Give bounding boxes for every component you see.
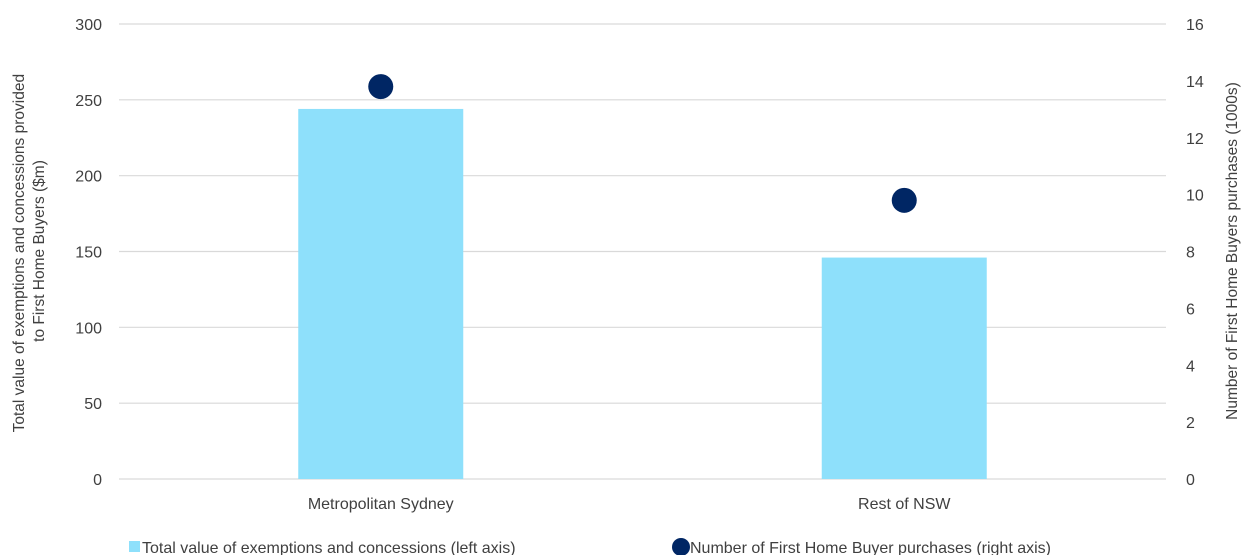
left-tick-label: 0: [93, 472, 102, 489]
right-tick-label: 2: [1186, 415, 1195, 432]
right-tick-label: 10: [1186, 188, 1204, 205]
left-tick-label: 250: [75, 93, 102, 110]
data-point: [891, 187, 917, 213]
legend-swatch-point: [672, 538, 690, 555]
right-tick-label: 4: [1186, 358, 1195, 375]
category-label: Metropolitan Sydney: [308, 496, 454, 513]
left-tick-label: 200: [75, 169, 102, 186]
right-tick-label: 16: [1186, 17, 1204, 34]
right-axis-ticks: 0 2 4 6 8 10 12 14 16: [1186, 17, 1204, 489]
legend-label-bar: Total value of exemptions and concession…: [142, 540, 516, 555]
right-tick-label: 12: [1186, 131, 1204, 148]
left-axis-title: Total value of exemptions and concession…: [11, 70, 48, 433]
right-tick-label: 0: [1186, 472, 1195, 489]
left-axis-title-line-1: Total value of exemptions and concession…: [11, 74, 28, 432]
left-axis-title-line-2: to First Home Buyers ($m): [31, 160, 48, 342]
bar: [298, 108, 464, 479]
right-tick-label: 6: [1186, 301, 1195, 318]
right-axis-title: Number of First Home Buyers purchases (1…: [1224, 82, 1241, 420]
right-tick-label: 8: [1186, 245, 1195, 262]
bar: [821, 257, 987, 479]
data-point: [368, 74, 394, 100]
point-series: [368, 74, 917, 213]
category-label: Rest of NSW: [858, 496, 951, 513]
legend: Total value of exemptions and concession…: [129, 538, 1051, 555]
legend-label-point: Number of First Home Buyer purchases (ri…: [690, 540, 1051, 555]
left-tick-label: 100: [75, 320, 102, 337]
legend-swatch-bar: [129, 541, 140, 552]
left-tick-label: 150: [75, 245, 102, 262]
right-tick-label: 14: [1186, 74, 1204, 91]
left-axis-ticks: 0 50 100 150 200 250 300: [75, 17, 102, 489]
left-tick-label: 50: [84, 396, 102, 413]
category-axis-labels: Metropolitan Sydney Rest of NSW: [308, 496, 952, 513]
bar-series: [298, 108, 987, 479]
gridlines: [119, 23, 1166, 480]
left-tick-label: 300: [75, 17, 102, 34]
